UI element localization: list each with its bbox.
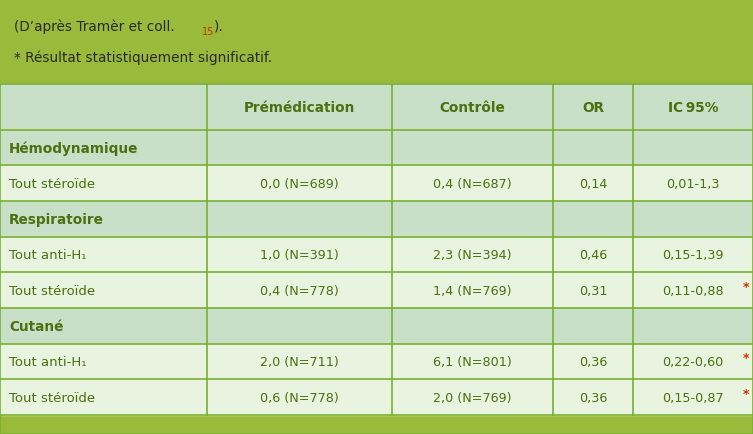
Bar bbox=[0, 379, 753, 415]
Text: Prémédication: Prémédication bbox=[244, 100, 355, 115]
Text: 1,4 (N=769): 1,4 (N=769) bbox=[433, 284, 512, 297]
Text: 0,31: 0,31 bbox=[579, 284, 607, 297]
Text: 0,36: 0,36 bbox=[579, 355, 607, 368]
Text: 0,4 (N=687): 0,4 (N=687) bbox=[433, 177, 512, 190]
Bar bbox=[0, 237, 753, 273]
Text: 0,0 (N=689): 0,0 (N=689) bbox=[260, 177, 339, 190]
Text: (D’après Tramèr et coll.: (D’après Tramèr et coll. bbox=[14, 20, 174, 34]
Text: 0,22-0,60: 0,22-0,60 bbox=[662, 355, 724, 368]
Bar bbox=[0, 130, 753, 166]
Text: Contrôle: Contrôle bbox=[440, 100, 505, 115]
Text: 0,6 (N=778): 0,6 (N=778) bbox=[260, 391, 339, 404]
Text: Tout stéroïde: Tout stéroïde bbox=[9, 284, 95, 297]
Text: 0,15-0,87: 0,15-0,87 bbox=[662, 391, 724, 404]
Text: 0,15-1,39: 0,15-1,39 bbox=[662, 248, 724, 261]
Text: 1,0 (N=391): 1,0 (N=391) bbox=[260, 248, 339, 261]
Bar bbox=[0, 201, 753, 237]
Text: 15: 15 bbox=[202, 27, 214, 37]
Bar bbox=[0, 166, 753, 201]
Text: ).: ). bbox=[214, 20, 224, 33]
Bar bbox=[0, 273, 753, 308]
Text: Tout anti-H₁: Tout anti-H₁ bbox=[9, 248, 87, 261]
Text: 2,0 (N=769): 2,0 (N=769) bbox=[433, 391, 512, 404]
Text: 6,1 (N=801): 6,1 (N=801) bbox=[433, 355, 512, 368]
Bar bbox=[0, 85, 753, 130]
Text: *: * bbox=[742, 352, 749, 365]
Text: Tout anti-H₁: Tout anti-H₁ bbox=[9, 355, 87, 368]
Text: IC 95%: IC 95% bbox=[668, 100, 718, 115]
Text: Cutané: Cutané bbox=[9, 319, 63, 333]
Text: 2,3 (N=394): 2,3 (N=394) bbox=[433, 248, 512, 261]
Text: *: * bbox=[742, 387, 749, 400]
Text: Tout stéroïde: Tout stéroïde bbox=[9, 177, 95, 190]
Text: 0,46: 0,46 bbox=[579, 248, 607, 261]
Text: 0,36: 0,36 bbox=[579, 391, 607, 404]
Text: 0,4 (N=778): 0,4 (N=778) bbox=[260, 284, 339, 297]
Text: 0,11-0,88: 0,11-0,88 bbox=[662, 284, 724, 297]
Text: Hémodynamique: Hémodynamique bbox=[9, 141, 139, 155]
Text: Respiratoire: Respiratoire bbox=[9, 212, 104, 226]
Text: 2,0 (N=711): 2,0 (N=711) bbox=[260, 355, 339, 368]
Text: * Résultat statistiquement significatif.: * Résultat statistiquement significatif. bbox=[14, 50, 272, 64]
Text: 0,01-1,3: 0,01-1,3 bbox=[666, 177, 720, 190]
Text: *: * bbox=[742, 280, 749, 293]
Text: Tout stéroïde: Tout stéroïde bbox=[9, 391, 95, 404]
Text: 0,14: 0,14 bbox=[579, 177, 607, 190]
Text: OR: OR bbox=[582, 100, 604, 115]
Bar bbox=[0, 308, 753, 344]
Bar bbox=[0, 344, 753, 379]
